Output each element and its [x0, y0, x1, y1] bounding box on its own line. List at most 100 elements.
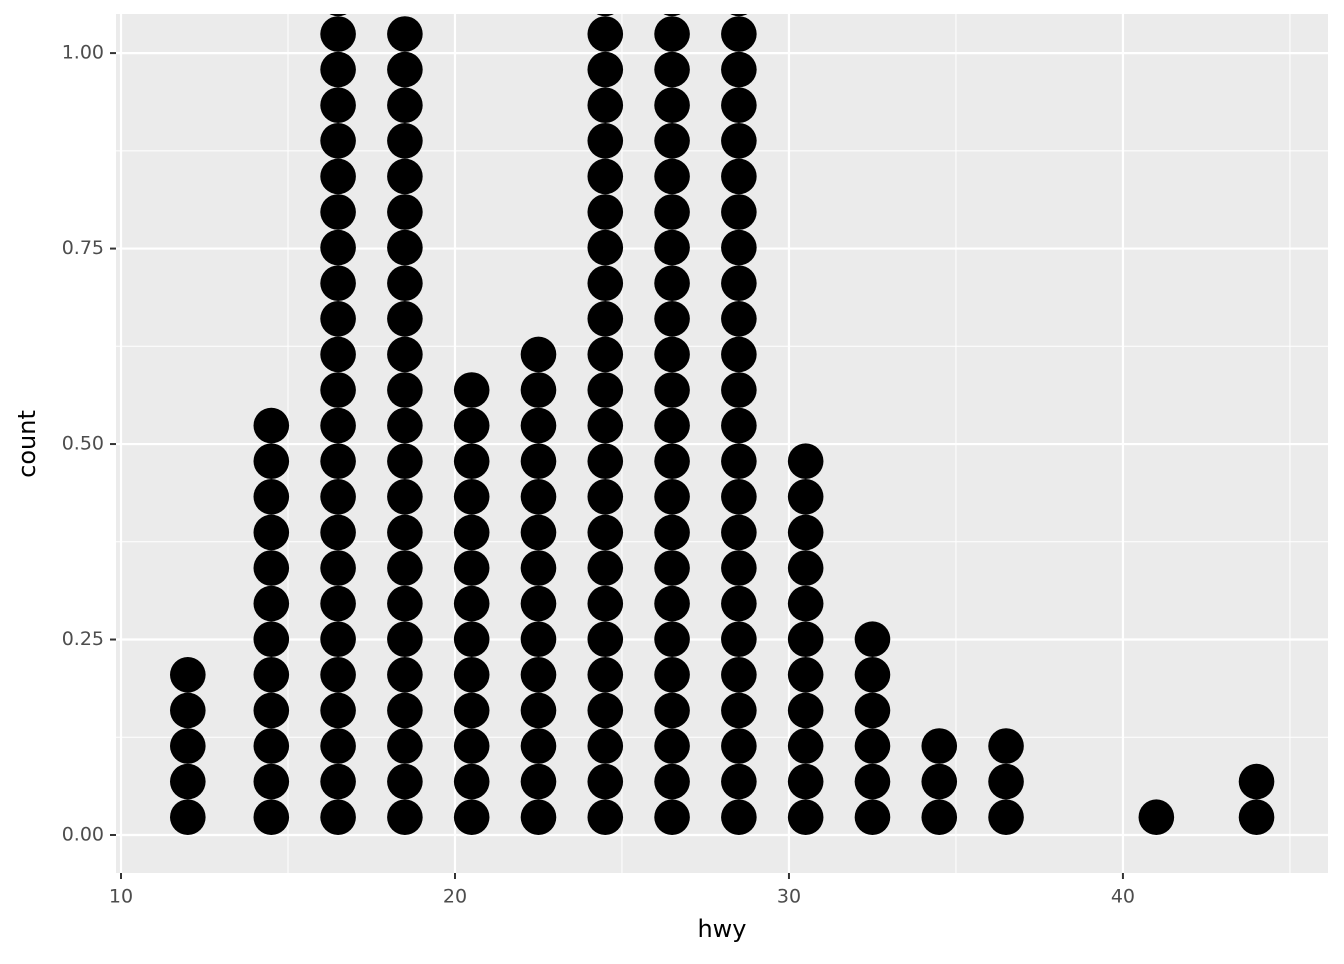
dot	[721, 300, 757, 337]
dot	[387, 728, 423, 764]
dot	[787, 799, 824, 835]
dot	[329, 14, 347, 17]
dot	[320, 87, 356, 123]
dot	[587, 229, 624, 266]
dot	[988, 763, 1024, 800]
dot	[654, 16, 690, 52]
dot	[387, 514, 423, 551]
x-tick-label: 20	[443, 886, 467, 908]
dot	[587, 763, 624, 800]
dot	[587, 407, 624, 444]
dot	[787, 585, 824, 622]
dot	[654, 478, 690, 515]
dot	[170, 728, 206, 764]
dot	[854, 728, 891, 764]
dot	[453, 550, 490, 586]
dot	[654, 229, 690, 266]
dot	[721, 728, 757, 764]
dot	[387, 763, 423, 800]
dot	[453, 656, 490, 693]
dot	[320, 158, 356, 195]
dot	[520, 478, 557, 515]
dot	[453, 585, 490, 622]
dot	[320, 229, 356, 266]
dot	[387, 692, 423, 729]
dot	[721, 443, 757, 479]
dot	[253, 799, 290, 835]
y-tick-label: 0.25	[62, 628, 104, 650]
dot	[320, 656, 356, 693]
dot	[387, 478, 423, 515]
dot	[721, 621, 757, 657]
dot	[721, 87, 757, 123]
dot	[721, 372, 757, 408]
dot	[387, 550, 423, 586]
dot	[320, 728, 356, 764]
dot	[587, 265, 624, 301]
dot	[520, 763, 557, 800]
dots	[170, 14, 1275, 835]
dot	[596, 14, 614, 17]
dot	[453, 407, 490, 444]
dot	[921, 799, 958, 835]
dot	[387, 372, 423, 408]
dot	[587, 550, 624, 586]
dot	[320, 763, 356, 800]
dot	[721, 514, 757, 551]
dot	[320, 514, 356, 551]
dot	[387, 656, 423, 693]
dot	[587, 300, 624, 337]
dot	[787, 656, 824, 693]
dot	[387, 300, 423, 337]
dot	[721, 550, 757, 586]
x-axis-title: hwy	[697, 915, 746, 943]
dot	[520, 692, 557, 729]
dot	[520, 728, 557, 764]
dot	[721, 478, 757, 515]
dot	[587, 692, 624, 729]
dot	[654, 194, 690, 230]
dot	[721, 336, 757, 373]
dot	[654, 443, 690, 479]
dot	[320, 585, 356, 622]
dot	[587, 514, 624, 551]
dot	[1238, 763, 1275, 800]
dot	[520, 585, 557, 622]
dot	[387, 443, 423, 479]
dot	[654, 372, 690, 408]
y-tick-label: 0.50	[62, 433, 104, 455]
dot	[721, 799, 757, 835]
dot	[587, 478, 624, 515]
dot	[587, 87, 624, 123]
dot	[520, 443, 557, 479]
dot	[654, 51, 690, 88]
dot	[854, 692, 891, 729]
dot	[387, 585, 423, 622]
dot	[387, 51, 423, 88]
dot	[170, 656, 206, 693]
dot	[320, 51, 356, 88]
dot	[253, 514, 290, 551]
dot	[253, 763, 290, 800]
dot	[787, 550, 824, 586]
dot	[730, 14, 748, 17]
dot	[587, 122, 624, 159]
dot	[320, 550, 356, 586]
dot	[654, 336, 690, 373]
dot	[520, 372, 557, 408]
dot	[654, 265, 690, 301]
dot	[453, 799, 490, 835]
dot	[520, 621, 557, 657]
dot	[587, 194, 624, 230]
dot	[453, 692, 490, 729]
dot	[587, 51, 624, 88]
dot	[320, 336, 356, 373]
y-axis-title: count	[13, 410, 41, 478]
dot	[854, 621, 891, 657]
dot	[387, 194, 423, 230]
dot	[854, 799, 891, 835]
dot	[654, 514, 690, 551]
dot	[787, 692, 824, 729]
dot	[587, 443, 624, 479]
